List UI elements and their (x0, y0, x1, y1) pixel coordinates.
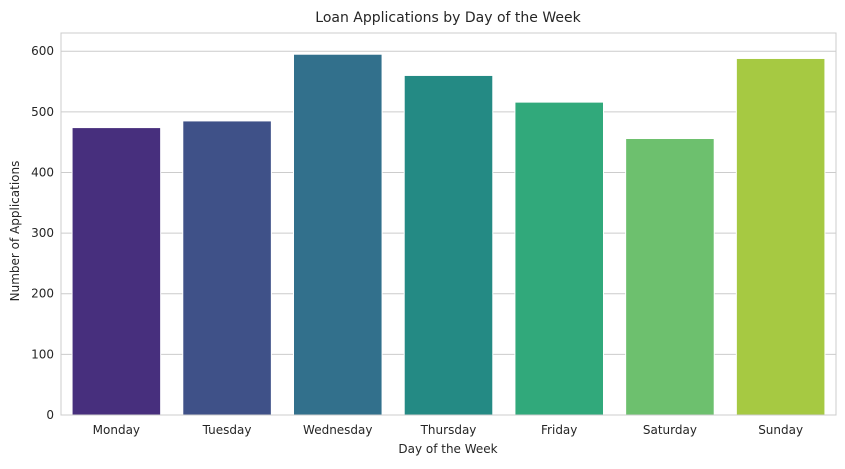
x-tick-labels: Monday Tuesday Wednesday Thursday Friday Satu… (93, 423, 803, 437)
y-tick-label: 300 (31, 226, 54, 240)
x-tick-label: Monday (93, 423, 140, 437)
x-tick-label: Tuesday (202, 423, 252, 437)
bar-friday (514, 101, 605, 416)
bar-saturday (625, 138, 715, 416)
y-tick-label: 100 (31, 347, 54, 361)
y-tick-label: 200 (31, 287, 54, 301)
y-tick-labels: 0 100 200 300 400 500 600 (31, 44, 54, 422)
y-tick-label: 600 (31, 44, 54, 58)
x-tick-label: Saturday (643, 423, 697, 437)
bars (71, 53, 826, 416)
y-tick-label: 500 (31, 105, 54, 119)
y-axis-label: Number of Applications (8, 161, 22, 302)
bar-wednesday (293, 53, 383, 416)
plot-border (60, 32, 837, 416)
x-tick-label: Sunday (758, 423, 803, 437)
bar-sunday (735, 57, 826, 416)
x-tick-label: Friday (541, 423, 577, 437)
bar-thursday (403, 74, 494, 416)
bar-tuesday (182, 120, 272, 416)
x-axis-label: Day of the Week (398, 442, 497, 456)
x-tick-label: Wednesday (303, 423, 372, 437)
chart-title: Loan Applications by Day of the Week (315, 10, 581, 26)
x-tick-label: Thursday (420, 423, 477, 437)
y-tick-label: 400 (31, 165, 54, 179)
plot-frame (60, 32, 837, 416)
y-tick-label: 0 (46, 408, 54, 422)
bar-monday (71, 127, 162, 416)
